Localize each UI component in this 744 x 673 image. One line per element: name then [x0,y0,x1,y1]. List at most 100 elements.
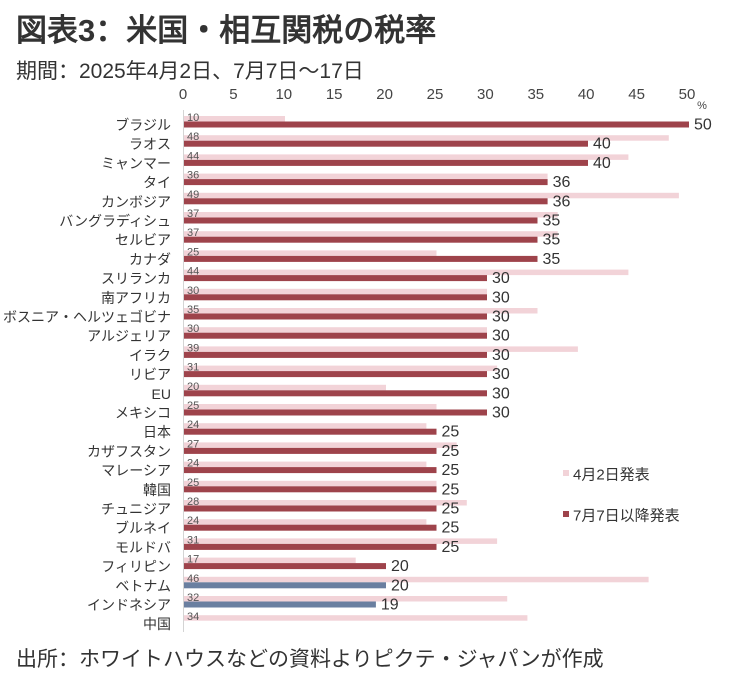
category-label: リビア [129,367,171,383]
category-label: 日本 [143,424,171,440]
category-label: 韓国 [143,482,171,498]
x-tick-label: 10 [275,86,292,103]
bar-row: カザフスタン 25 27 [87,438,459,460]
data-label-apr2: 36 [187,170,199,182]
bar-apr2 [184,365,498,372]
unit-label: % [697,100,707,112]
bar-apr2 [184,154,629,160]
data-label-jul7: 30 [492,328,510,345]
data-label-jul7: 25 [442,501,460,518]
category-label: タイ [143,175,171,191]
bar-jul7 [184,543,437,550]
bar-apr2 [184,423,427,429]
data-label-apr2: 44 [187,266,199,278]
category-label: フィリピン [101,559,171,575]
category-label: 南アフリカ [101,290,171,306]
bar-apr2 [184,250,437,256]
bar-apr2 [184,269,629,276]
bar-row: スリランカ 30 44 [101,266,629,287]
bar-jul7 [184,159,588,166]
legend-swatch [563,470,569,476]
source-note: 出所：ホワイトハウスなどの資料よりピクテ・ジャパンが作成 [16,648,604,671]
category-label: ベトナム [115,578,171,594]
bar-apr2 [184,308,538,314]
category-label: ブラジル [115,117,171,133]
bar-jul7 [184,563,386,570]
legend-item: 4月2日発表 [563,467,650,484]
data-label-apr2: 46 [187,573,199,585]
data-label-apr2: 31 [187,534,199,546]
data-label-apr2: 32 [187,592,199,604]
bar-jul7 [184,601,376,608]
data-label-jul7: 30 [492,309,510,326]
category-label: 中国 [143,616,171,632]
data-label-jul7: 30 [492,405,510,422]
bar-apr2 [184,116,285,122]
x-tick-label: 20 [376,86,393,103]
bar-apr2 [184,576,649,583]
bar-apr2 [184,615,528,621]
data-label-apr2: 34 [187,611,199,623]
x-tick-label: 15 [326,86,343,103]
category-label: ラオス [129,136,171,152]
data-label-apr2: 30 [187,285,199,297]
category-label: バングラディシュ [59,213,171,229]
bar-apr2 [184,327,487,333]
bar-apr2 [184,442,457,448]
x-tick-label: 45 [628,86,645,103]
x-tick-label: 40 [578,86,595,103]
bar-apr2 [184,596,508,602]
category-label: ボスニア・ヘルツェゴビナ [3,309,171,325]
bar-row: アルジェリア 30 30 [87,323,510,345]
bar-row: リビア 30 31 [129,362,510,384]
category-label: ミャンマー [101,155,171,171]
category-label: ブルネイ [115,520,171,536]
bar-apr2 [184,288,487,295]
bar-row: モルドバ 25 31 [115,534,498,556]
data-label-jul7: 36 [553,174,571,191]
data-label-jul7: 50 [694,117,712,134]
bar-apr2 [184,461,427,468]
category-label: アルジェリア [87,328,171,344]
bar-jul7 [184,255,538,262]
bar-apr2 [184,538,498,544]
chart-subtitle: 期間：2025年4月2日、7月7日～17日 [16,60,364,83]
data-label-apr2: 24 [187,515,199,527]
bar-jul7 [184,313,487,320]
data-label-jul7: 20 [391,577,409,594]
legend-label: 7月7日以降発表 [573,508,680,525]
category-label: EU [152,386,171,402]
bar-apr2 [184,135,669,141]
bar-jul7 [184,217,538,224]
bar-jul7 [184,198,548,205]
data-label-jul7: 25 [442,481,460,498]
bar-jul7 [184,140,588,147]
bar-row: ベトナム 20 46 [115,573,649,594]
bar-apr2 [184,519,427,525]
bar-row: バングラディシュ 35 37 [59,208,560,230]
bar-row: メキシコ 30 25 [115,400,510,422]
x-tick-label: 0 [179,86,187,103]
data-label-apr2: 35 [187,304,199,316]
bar-row: 韓国 25 25 [143,477,459,499]
bar-jul7 [184,179,548,186]
bar-row: 中国 34 [143,611,528,632]
data-label-jul7: 25 [442,443,460,460]
x-tick-label: 35 [527,86,544,103]
bar-jul7 [184,486,437,493]
data-label-jul7: 25 [442,424,460,441]
legend-label: 4月2日発表 [573,467,650,484]
bar-jul7 [184,505,437,512]
data-label-jul7: 19 [381,597,399,614]
data-label-jul7: 40 [593,136,611,153]
category-label: マレーシア [101,463,171,479]
data-label-apr2: 49 [187,189,199,201]
bar-jul7 [184,467,437,474]
data-label-apr2: 39 [187,342,199,354]
x-axis: 0 5 10 15 20 25 30 35 40 45 50% [179,86,707,632]
data-label-apr2: 17 [187,554,199,566]
data-label-apr2: 24 [187,458,199,470]
data-label-apr2: 25 [187,246,199,258]
bar-jul7 [184,121,689,128]
